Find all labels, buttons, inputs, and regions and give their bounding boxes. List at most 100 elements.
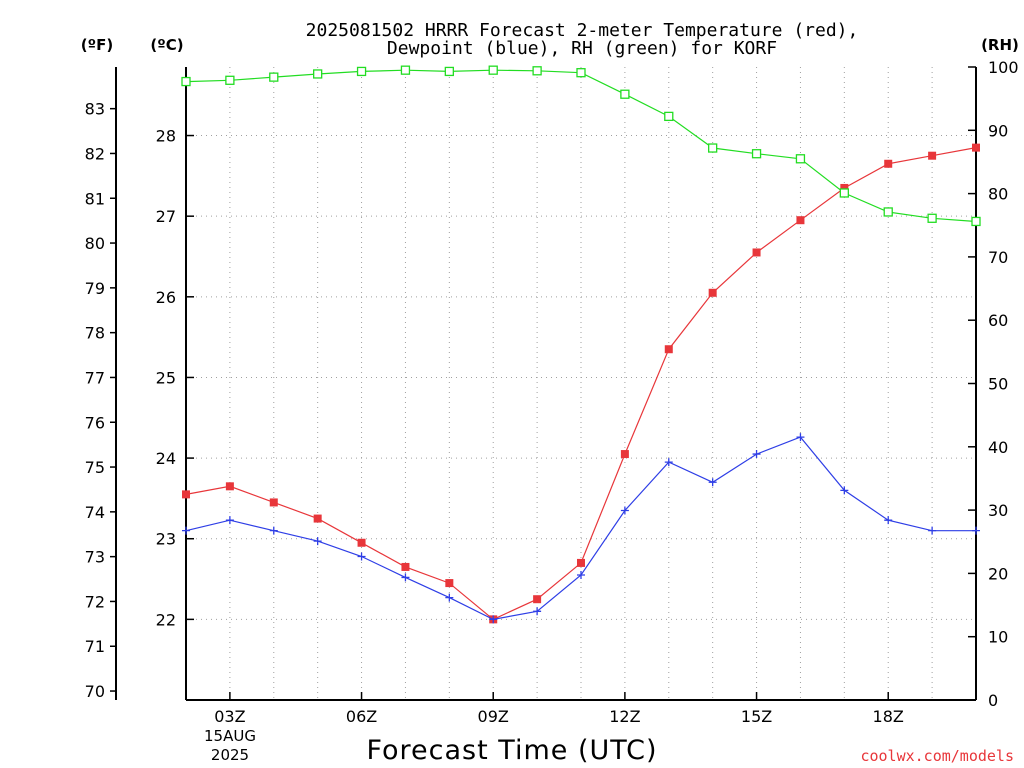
temperature-point [357,538,366,547]
dewpoint-point [840,486,849,495]
x-tick-label: 15Z [741,707,772,726]
rh-point [488,65,498,75]
temperature-series [182,143,980,624]
x-tick-label: 03Z [214,707,245,726]
rh-tick-label: 0 [988,691,998,710]
temperature-point [313,514,322,523]
fahrenheit-unit-label: (ºF) [81,36,113,54]
celsius-tick-label: 28 [156,127,176,146]
temperature-point [182,490,190,499]
celsius-unit-label: (ºC) [150,36,183,54]
dewpoint-point [182,526,190,535]
dewpoint-point [752,450,761,459]
rh-point [225,75,235,85]
rh-point [576,68,586,78]
dewpoint-point [577,571,585,580]
dewpoint-point [884,516,893,525]
fahrenheit-tick-label: 81 [85,189,105,208]
temperature-point [708,288,717,297]
dewpoint-point [269,526,278,535]
fahrenheit-tick-label: 77 [85,368,105,387]
dewpoint-point [972,526,980,535]
chart-title-line2: Dewpoint (blue), RH (green) for KORF [387,38,777,59]
rh-tick-label: 30 [988,501,1008,520]
rh-point [839,188,849,198]
x-tick-label: 18Z [873,707,904,726]
temperature-point [225,482,234,491]
celsius-tick-label: 23 [156,530,176,549]
rh-tick-label: 60 [988,311,1008,330]
grid-lines [186,67,976,700]
celsius-tick-label: 24 [156,449,176,468]
fahrenheit-tick-label: 72 [85,592,105,611]
dewpoint-point [928,526,937,535]
dewpoint-point [620,506,629,515]
fahrenheit-tick-label: 83 [85,100,105,119]
rh-series [181,65,981,227]
rh-point [313,69,323,79]
rh-point [620,89,630,99]
dewpoint-point [401,573,410,582]
data-series [181,65,981,624]
rh-point [664,111,674,122]
temperature-point [577,558,585,567]
rh-point [795,154,806,164]
axes [115,67,977,701]
temperature-point [401,562,410,571]
temperature-point [664,345,673,354]
temperature-point [752,248,761,257]
dewpoint-series [182,433,980,624]
x-tick-label: 06Z [346,707,377,726]
rh-point [181,76,191,87]
fahrenheit-tick-label: 75 [85,458,105,477]
dewpoint-point [445,593,454,602]
dewpoint-point [708,478,717,487]
rh-tick-label: 10 [988,628,1008,647]
temperature-line [185,147,977,621]
temperature-point [884,159,893,168]
rh-tick-label: 20 [988,564,1008,583]
rh-point [532,66,542,76]
temperature-point [269,498,278,507]
fahrenheit-tick-label: 76 [85,413,105,432]
fahrenheit-tick-label: 80 [85,234,105,253]
rh-point [444,66,454,77]
x-tick-label: 12Z [609,707,640,726]
fahrenheit-tick-label: 78 [85,324,105,343]
dewpoint-point [796,433,805,442]
axis-ticks: 22 23 24 25 26 27 28 70 71 72 73 74 75 76 77 78 79 80 81 82… [85,58,1019,726]
celsius-tick-label: 26 [156,288,176,307]
rh-tick-label: 50 [988,375,1008,394]
fahrenheit-tick-label: 79 [85,279,105,298]
rh-point [971,216,981,227]
fahrenheit-tick-label: 71 [85,637,105,656]
fahrenheit-tick-label: 73 [85,548,105,567]
rh-tick-label: 80 [988,185,1008,204]
rh-tick-label: 70 [988,248,1008,267]
celsius-tick-label: 22 [156,610,176,629]
x-tick-label: 09Z [478,707,509,726]
date-label-day: 15AUG [204,727,256,745]
dewpoint-point [533,607,542,616]
credit-label: coolwx.com/models [860,747,1014,765]
celsius-tick-label: 27 [156,207,176,226]
fahrenheit-tick-label: 74 [85,503,105,522]
rh-point [751,149,762,159]
rh-tick-label: 90 [988,121,1008,140]
rh-point [269,72,279,82]
celsius-tick-label: 25 [156,368,176,387]
temperature-point [533,595,542,604]
rh-tick-label: 100 [988,58,1019,77]
x-axis-title: Forecast Time (UTC) [366,735,657,766]
temperature-point [445,579,454,588]
dewpoint-point [225,516,234,525]
rh-point [927,213,937,223]
rh-point [356,66,367,77]
chart-title-line1: 2025081502 HRRR Forecast 2-meter Tempera… [306,20,859,41]
temperature-point [796,216,805,225]
rh-unit-label: (RH) [981,36,1019,54]
dewpoint-point [664,458,673,467]
rh-point [883,207,893,217]
dewpoint-point [357,552,366,561]
